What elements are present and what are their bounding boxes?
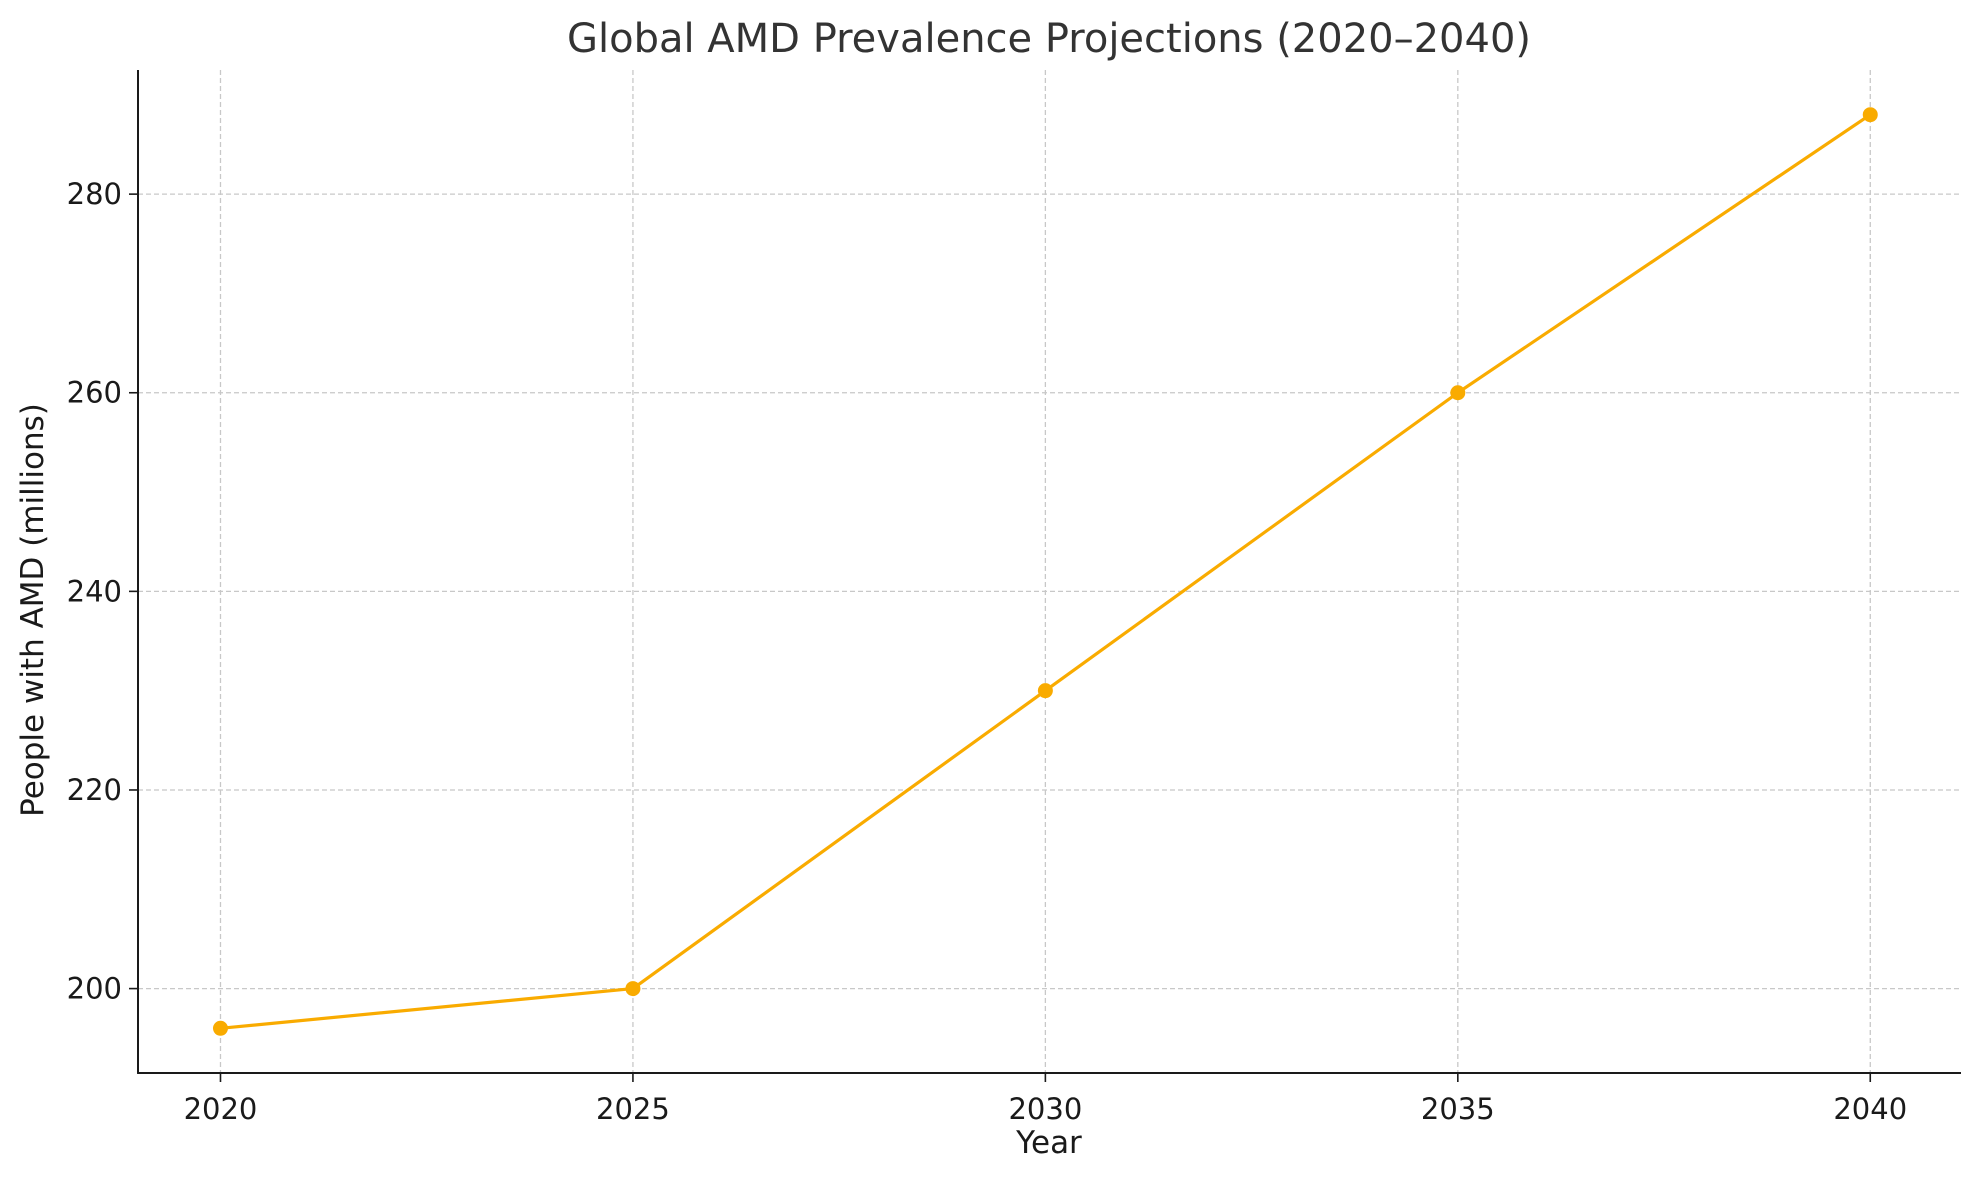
data-point: [212, 1020, 228, 1036]
data-point: [1862, 107, 1878, 123]
grid-lines: [138, 70, 1961, 1073]
x-tick-label: 2030: [1008, 1092, 1082, 1126]
x-tick-label: 2035: [1421, 1092, 1495, 1126]
x-axis-label: Year: [1015, 1125, 1082, 1161]
chart-title: Global AMD Prevalence Projections (2020–…: [567, 16, 1531, 62]
x-tick-label: 2020: [184, 1092, 258, 1126]
y-tick-label: 220: [67, 773, 122, 807]
y-tick-label: 240: [67, 574, 122, 608]
data-point: [1450, 385, 1466, 401]
x-axis-ticks: 2020 2025 2030 2035 2040: [184, 1073, 1907, 1126]
x-tick-label: 2025: [596, 1092, 670, 1126]
axes: [137, 70, 1961, 1074]
y-tick-label: 200: [67, 972, 122, 1006]
y-tick-label: 280: [67, 177, 122, 211]
series-line: [218, 113, 1872, 1030]
x-tick-label: 2040: [1833, 1092, 1907, 1126]
y-axis-ticks: 200 220 240 260 280: [67, 177, 138, 1006]
data-series: [212, 107, 1878, 1036]
y-tick-label: 260: [67, 376, 122, 410]
data-point: [625, 981, 641, 997]
data-point: [1037, 683, 1053, 699]
y-axis-label: People with AMD (millions): [15, 403, 51, 817]
